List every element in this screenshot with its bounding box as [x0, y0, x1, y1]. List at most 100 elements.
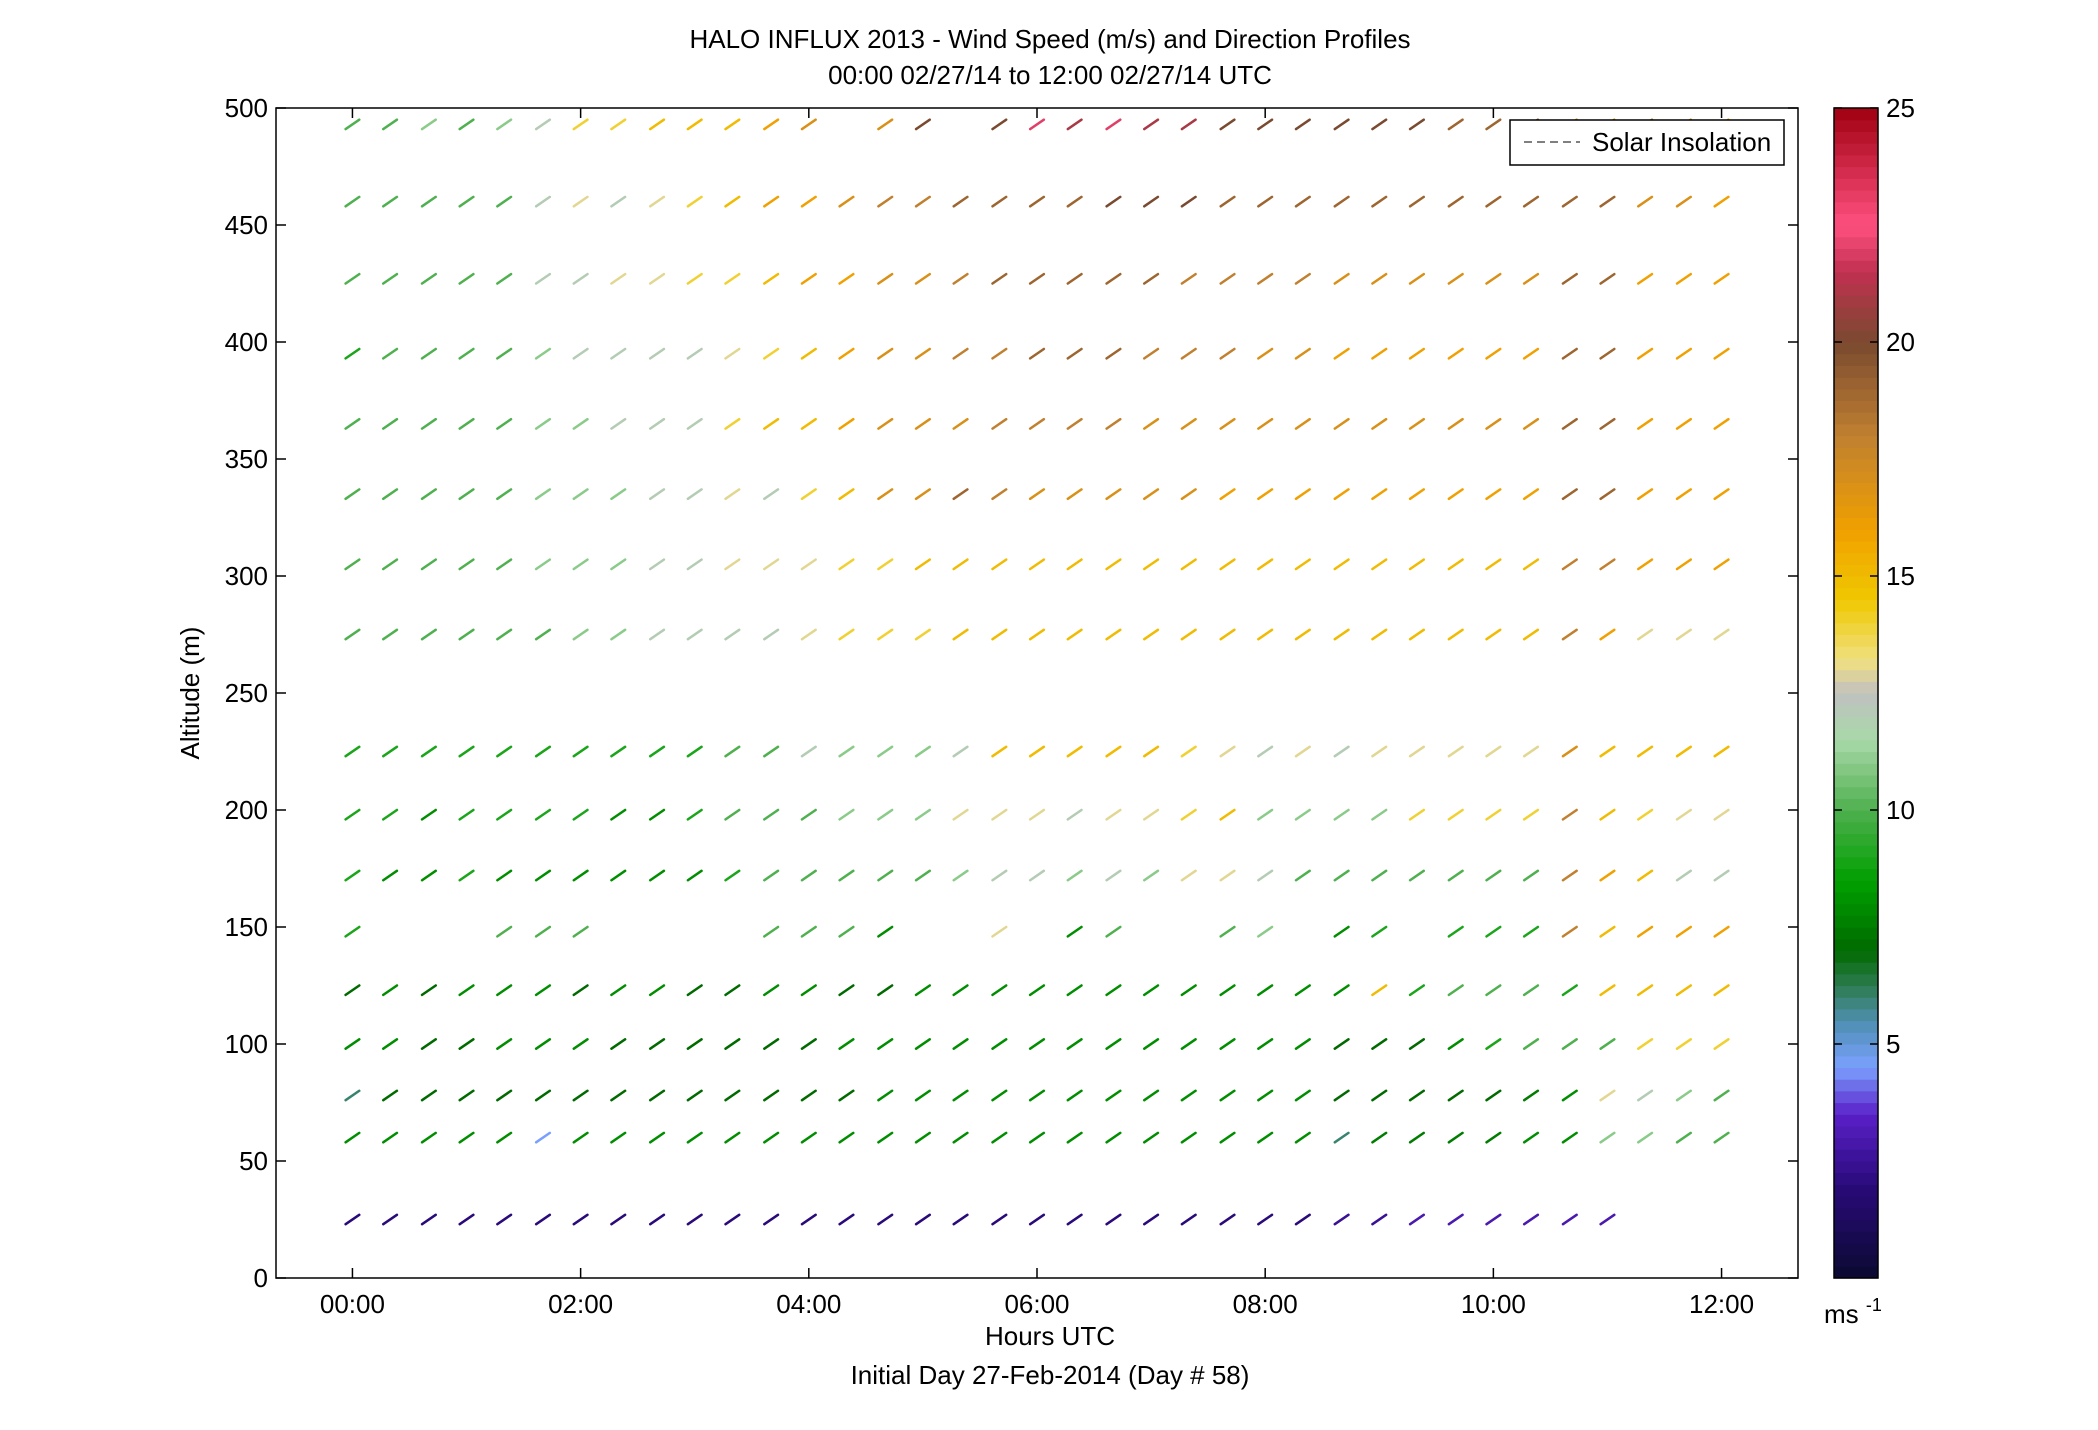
wind-barb: [1447, 1213, 1464, 1226]
wind-barb: [1522, 808, 1540, 821]
wind-barb: [648, 628, 666, 641]
wind-barb: [952, 195, 969, 208]
wind-barb: [344, 745, 361, 758]
wind-barb: [914, 984, 931, 997]
wind-barb: [991, 347, 1008, 360]
wind-barb: [1028, 118, 1046, 131]
wind-barb: [1675, 195, 1692, 208]
wind-barb: [344, 272, 361, 285]
wind-barb: [877, 417, 894, 430]
wind-barb: [686, 272, 703, 285]
wind-barb: [1408, 118, 1426, 131]
wind-barb: [1371, 1038, 1388, 1050]
wind-barb: [686, 118, 703, 131]
wind-barb: [1447, 347, 1464, 360]
wind-barb: [1522, 628, 1540, 641]
x-axis-label: Hours UTC: [985, 1321, 1115, 1351]
wind-barb: [763, 925, 780, 938]
wind-barb: [838, 628, 855, 641]
wind-barb: [1485, 869, 1502, 882]
wind-barb: [1408, 272, 1426, 285]
wind-barb: [838, 745, 855, 758]
wind-barb: [648, 118, 666, 131]
wind-barb: [458, 1213, 475, 1226]
wind-barb: [1333, 1038, 1350, 1050]
wind-barb: [724, 417, 741, 430]
colorbar-segment: [1834, 611, 1878, 624]
wind-barb: [1028, 808, 1046, 821]
wind-barb: [838, 1089, 855, 1102]
wind-barb: [458, 1089, 475, 1102]
wind-barb: [610, 1131, 627, 1144]
wind-barb: [1447, 745, 1464, 758]
wind-barb: [1561, 984, 1578, 997]
wind-barb: [838, 1131, 855, 1144]
colorbar-segment: [1834, 166, 1878, 179]
wind-barb: [420, 808, 437, 821]
wind-barb: [724, 628, 741, 641]
wind-barb: [1028, 1131, 1046, 1144]
wind-barb: [1637, 869, 1654, 882]
wind-barb: [1408, 1213, 1426, 1226]
wind-barb: [800, 745, 817, 758]
wind-barb: [1066, 558, 1083, 571]
wind-barb: [1333, 558, 1350, 571]
wind-barb: [1294, 558, 1311, 571]
wind-barb: [496, 984, 513, 997]
wind-barb: [877, 1131, 894, 1144]
wind-barb: [1105, 1089, 1122, 1102]
wind-barb: [648, 1213, 666, 1226]
wind-barb: [1294, 869, 1311, 882]
wind-barb: [1371, 869, 1388, 882]
wind-barb: [534, 118, 552, 131]
y-tick-label: 450: [225, 210, 268, 240]
wind-barb: [914, 118, 931, 131]
wind-barb: [1180, 347, 1197, 360]
colorbar-segment: [1834, 739, 1878, 753]
wind-barb: [1599, 808, 1616, 821]
wind-barb: [1713, 488, 1730, 501]
wind-barb: [1485, 272, 1502, 285]
wind-barb: [572, 347, 589, 360]
wind-barb: [420, 195, 437, 208]
wind-barb: [800, 1089, 817, 1102]
wind-barb: [1028, 745, 1046, 758]
wind-barb: [1333, 1089, 1350, 1102]
wind-barb: [724, 118, 741, 131]
wind-barb: [1219, 417, 1236, 430]
colorbar-segment: [1834, 1219, 1878, 1232]
wind-barb: [572, 808, 589, 821]
wind-barb: [420, 984, 437, 997]
colorbar-segment: [1834, 412, 1878, 425]
wind-barb: [1257, 1131, 1274, 1144]
wind-barb: [344, 417, 361, 430]
wind-barb: [1143, 417, 1160, 430]
y-tick-label: 0: [254, 1263, 268, 1293]
colorbar-segment: [1834, 260, 1878, 273]
wind-barb: [1105, 1213, 1122, 1226]
colorbar-segment: [1834, 154, 1878, 168]
wind-barb: [1066, 1089, 1083, 1102]
wind-barb: [382, 984, 399, 997]
wind-barb: [1447, 488, 1464, 501]
wind-barb: [1028, 417, 1046, 430]
wind-barb: [1675, 417, 1692, 430]
wind-barb: [458, 984, 475, 997]
wind-barb: [1522, 1089, 1540, 1102]
wind-barb: [1257, 745, 1274, 758]
wind-barb: [1561, 1038, 1578, 1050]
wind-barb: [458, 488, 475, 501]
wind-barb: [763, 1131, 780, 1144]
wind-barb: [1447, 1089, 1464, 1102]
wind-barb: [952, 417, 969, 430]
wind-barb: [1408, 808, 1426, 821]
wind-barb: [800, 195, 817, 208]
wind-barb: [1637, 488, 1654, 501]
colorbar-segment: [1834, 845, 1878, 858]
wind-barb: [1105, 118, 1122, 131]
wind-barb: [1675, 628, 1692, 641]
wind-barb: [1599, 1038, 1616, 1050]
wind-barb: [1333, 1131, 1350, 1144]
wind-barb: [914, 417, 931, 430]
colorbar-segment: [1834, 1196, 1878, 1209]
